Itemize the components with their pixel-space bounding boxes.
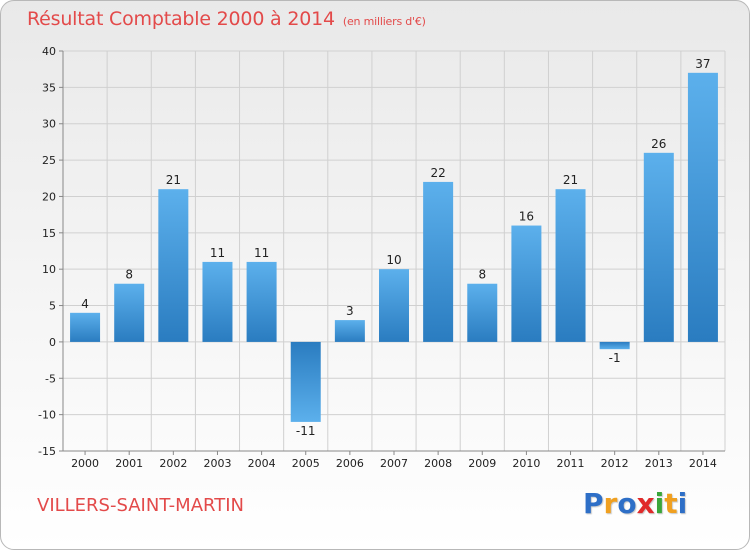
bar-2012 [599, 341, 630, 350]
bar-2001 [114, 283, 145, 342]
bar-2010 [511, 225, 542, 342]
x-tick-label-2011: 2011 [557, 457, 585, 470]
label-layer: 4 8 21 11 11 -11 3 10 22 8 16 21 -1 26 37 [81, 57, 710, 438]
x-tick-label-2003: 2003 [203, 457, 231, 470]
logo-letter: i [677, 487, 688, 520]
x-tick-label-2005: 2005 [292, 457, 320, 470]
x-tick-label-2010: 2010 [512, 457, 540, 470]
y-tick-label: 30 [42, 118, 56, 131]
value-label-2011: 21 [563, 173, 578, 187]
bar-2009 [467, 283, 498, 342]
y-tick-label: 20 [42, 190, 56, 203]
y-tick-label: 35 [42, 81, 56, 94]
logo-letter: r [603, 487, 618, 520]
y-tick-label: 5 [49, 300, 56, 313]
value-label-2008: 22 [430, 166, 445, 180]
chart-subtitle: (en milliers d'€) [342, 15, 426, 28]
x-tick-label-2014: 2014 [689, 457, 717, 470]
y-tick-label: 40 [42, 45, 56, 58]
value-label-2002: 21 [166, 173, 181, 187]
bar-2000 [70, 312, 101, 342]
bar-2007 [379, 269, 409, 342]
bar-2004 [246, 261, 277, 342]
logo-letter: x [636, 487, 655, 520]
value-label-2007: 10 [386, 253, 401, 267]
y-tick-label: 10 [42, 263, 56, 276]
x-tick-label-2012: 2012 [601, 457, 629, 470]
value-label-2001: 8 [125, 268, 133, 282]
value-label-2010: 16 [519, 210, 534, 224]
x-tick-label-2000: 2000 [71, 457, 99, 470]
y-tick-label: 0 [49, 336, 56, 349]
x-tick-label-2001: 2001 [115, 457, 143, 470]
bar-2003 [202, 261, 233, 342]
logo-letter: P [583, 487, 604, 520]
y-tick-label: -10 [38, 409, 56, 422]
value-label-2004: 11 [254, 246, 269, 260]
grid-layer [62, 50, 726, 452]
axis-layer: -15 -10 -5 0 5 10 15 20 25 30 35 40 2000 2001 2002 2003… [38, 45, 725, 470]
logo-letter: o [617, 487, 637, 520]
bar-layer [70, 72, 718, 422]
x-tick-label-2013: 2013 [645, 457, 673, 470]
bar-2006 [334, 320, 365, 342]
logo-letter: t [664, 487, 678, 520]
value-label-2009: 8 [478, 268, 486, 282]
chart-title: Résultat Comptable 2000 à 2014 (en millie… [27, 8, 426, 30]
value-label-2003: 11 [210, 246, 225, 260]
x-tick-label-2002: 2002 [159, 457, 187, 470]
x-tick-label-2009: 2009 [468, 457, 496, 470]
y-tick-label: 25 [42, 154, 56, 167]
x-tick-label-2004: 2004 [248, 457, 276, 470]
value-label-2006: 3 [346, 304, 354, 318]
value-label-2012: -1 [609, 351, 621, 365]
bar-2005 [290, 341, 321, 422]
y-tick-label: -15 [38, 445, 56, 458]
x-tick-label-2008: 2008 [424, 457, 452, 470]
place-name: VILLERS-SAINT-MARTIN [37, 495, 244, 516]
bar-2008 [423, 181, 454, 342]
y-tick-label: -5 [45, 372, 56, 385]
y-tick-label: 15 [42, 227, 56, 240]
chart-title-text: Résultat Comptable 2000 à 2014 [27, 8, 335, 30]
bar-2013 [643, 152, 674, 342]
proxiti-logo: Proxiti [583, 487, 687, 520]
x-tick-label-2007: 2007 [380, 457, 408, 470]
x-tick-label-2006: 2006 [336, 457, 364, 470]
bar-2002 [158, 189, 189, 342]
bar-2011 [555, 189, 586, 342]
value-label-2013: 26 [651, 137, 666, 151]
value-label-2005: -11 [296, 424, 316, 438]
value-label-2014: 37 [695, 57, 710, 71]
bar-2014 [687, 72, 718, 342]
value-label-2000: 4 [81, 297, 89, 311]
logo-letter: i [654, 487, 665, 520]
